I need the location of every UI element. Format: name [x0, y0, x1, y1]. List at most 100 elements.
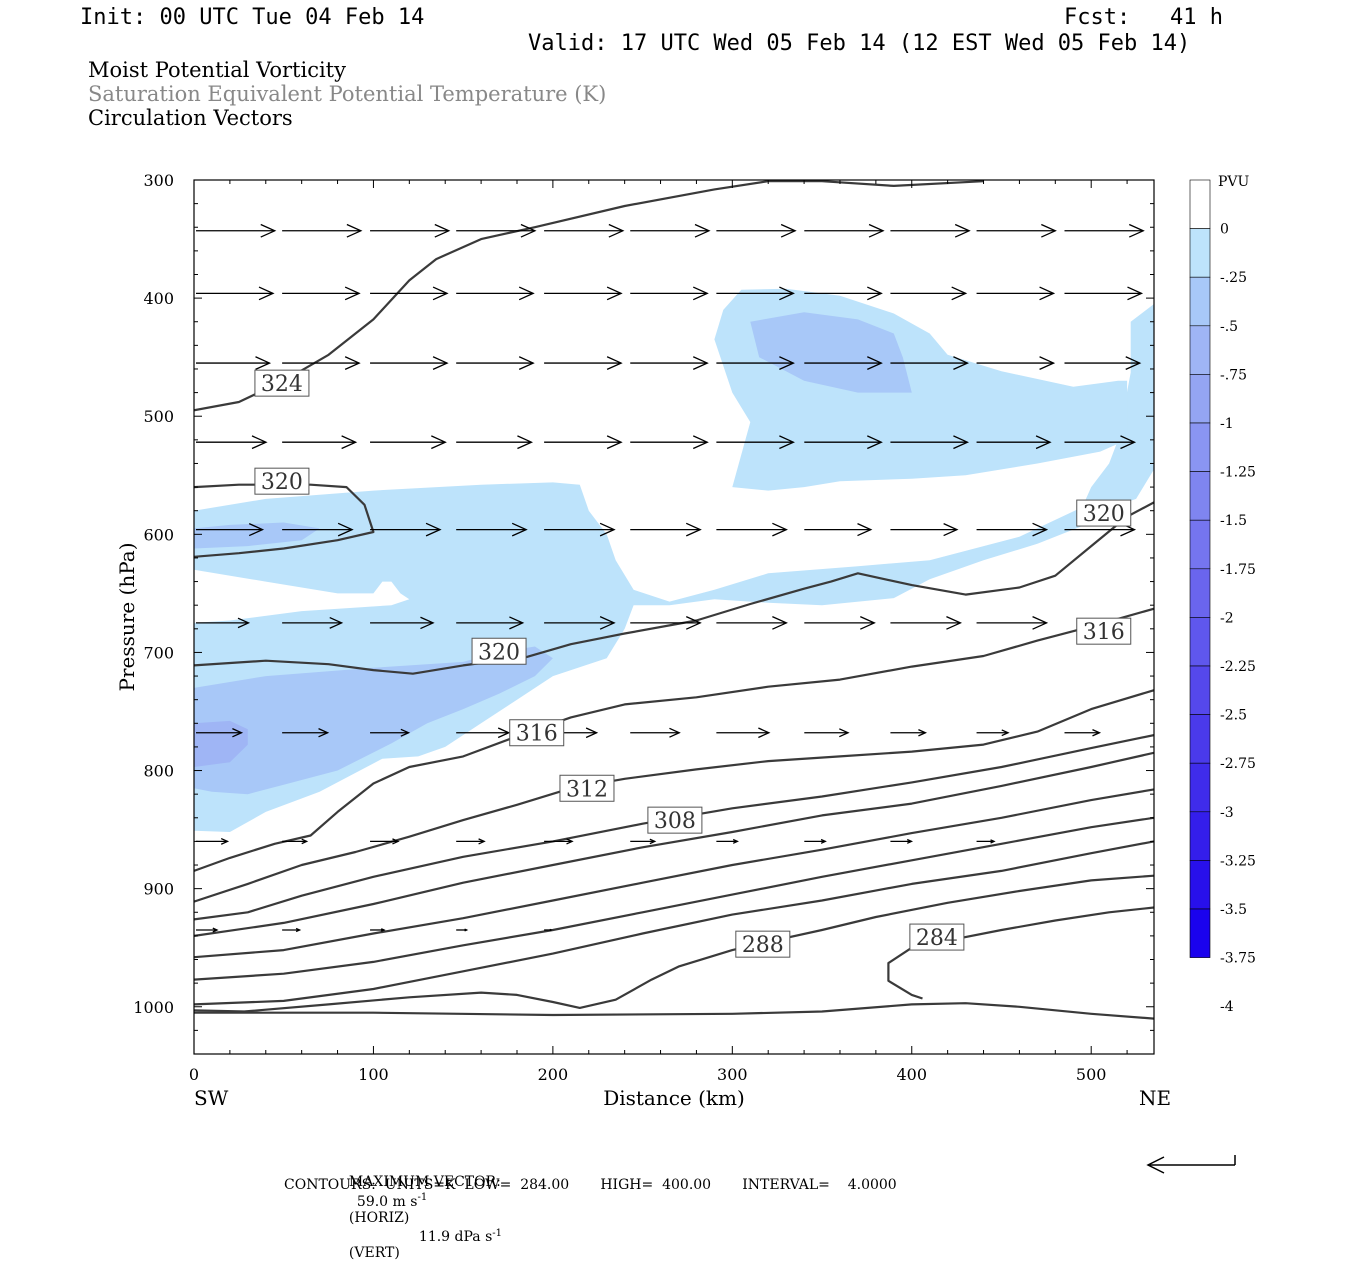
field-label-mpv: Moist Potential Vorticity	[88, 58, 346, 82]
y-tick-label: 400	[143, 289, 174, 308]
circulation-vector	[804, 616, 876, 630]
colorbar-swatch	[1189, 714, 1211, 764]
theta-contour-312	[194, 689, 1154, 903]
circulation-vector	[196, 837, 230, 845]
circulation-vector	[630, 616, 702, 630]
circulation-vector	[976, 839, 996, 844]
svg-text:316: 316	[516, 722, 558, 747]
mpv-fill-region-6	[194, 569, 410, 623]
x-tick-label: 0	[189, 1065, 199, 1084]
circulation-vector	[282, 435, 358, 450]
y-tick-label: 700	[143, 643, 174, 662]
colorbar-swatch	[1189, 325, 1211, 375]
plot-frame	[193, 179, 1155, 1055]
svg-text:320: 320	[261, 470, 303, 495]
circulation-vector	[890, 223, 971, 238]
circulation-vector	[716, 616, 788, 630]
circulation-vector	[716, 727, 771, 739]
circulation-vector	[456, 435, 534, 450]
circulation-vector	[630, 435, 709, 450]
circulation-vector	[1064, 435, 1137, 450]
circulation-vector	[976, 286, 1056, 301]
circulation-vector	[370, 728, 411, 737]
circulation-vector	[196, 356, 272, 370]
circulation-vector	[370, 522, 442, 537]
reference-vector-arrow-icon	[1146, 1155, 1236, 1174]
colorbar-swatch	[1189, 908, 1211, 958]
circulation-vector	[370, 928, 386, 932]
colorbar-swatch	[1189, 811, 1211, 861]
colorbar-level-label: -1.25	[1220, 465, 1256, 481]
circulation-vector	[890, 838, 914, 844]
forecast-hour: Fcst: 41 h	[1064, 5, 1223, 30]
circulation-vector	[456, 928, 469, 932]
circulation-vector	[804, 435, 883, 450]
circulation-vector	[282, 223, 363, 238]
circulation-vector	[976, 522, 1049, 537]
contour-label-320: 320	[254, 467, 310, 495]
max-vector-horiz: 59.0 m s	[356, 1193, 418, 1210]
circulation-vector	[630, 286, 709, 301]
colorbar-unit: PVU	[1218, 174, 1250, 190]
colorbar-level-label: -3.75	[1220, 951, 1256, 967]
circulation-vector	[976, 616, 1049, 630]
contour-label-316: 316	[1076, 617, 1132, 645]
contour-label-316: 316	[509, 719, 565, 747]
circulation-vector	[976, 356, 1056, 370]
circulation-vector	[804, 286, 883, 301]
circulation-vector	[890, 523, 959, 537]
colorbar-level-label: -.25	[1220, 270, 1247, 286]
y-axis-label: Pressure (hPa)	[115, 543, 139, 692]
circulation-vector	[630, 838, 657, 845]
circulation-vector	[456, 356, 535, 370]
colorbar-swatch	[1189, 228, 1211, 278]
circulation-vector	[196, 223, 277, 238]
circulation-vector	[1064, 729, 1102, 737]
theta-contour-300	[194, 788, 1154, 959]
svg-text:320: 320	[1083, 502, 1125, 527]
colorbar-swatch	[1189, 665, 1211, 715]
colorbar-level-label: -1	[1220, 416, 1234, 432]
y-tick-label: 300	[143, 171, 174, 190]
circulation-vector	[804, 838, 827, 844]
max-vector-label: MAXIMUM VECTOR:	[348, 1174, 501, 1190]
circulation-vector	[282, 616, 344, 629]
circulation-vector	[544, 838, 574, 845]
contour-label-284: 284	[909, 923, 965, 951]
theta-contour-296	[194, 816, 1154, 981]
contour-label-312: 312	[559, 774, 615, 802]
colorbar-level-label: -2.25	[1220, 659, 1256, 675]
colorbar-level-label: -2.75	[1220, 756, 1256, 772]
circulation-vector	[804, 523, 873, 537]
svg-text:316: 316	[1083, 620, 1125, 645]
circulation-vector	[630, 727, 681, 738]
circulation-vector	[1064, 286, 1144, 301]
circulation-vector	[544, 435, 623, 450]
contour-label-320: 320	[471, 637, 527, 665]
circulation-vector	[196, 523, 265, 537]
circulation-vector	[630, 356, 709, 370]
circulation-vector	[976, 729, 1010, 737]
colorbar-level-label: -.75	[1220, 367, 1247, 383]
contour-label-308: 308	[647, 806, 703, 834]
circulation-vector	[804, 223, 885, 238]
circulation-vector	[196, 728, 244, 738]
circulation-vector	[456, 727, 511, 739]
circulation-vector	[196, 927, 219, 933]
circulation-vector	[1064, 356, 1142, 370]
colorbar-level-label: -4	[1220, 999, 1234, 1015]
colorbar-level-label: -3	[1220, 805, 1234, 821]
circulation-vector	[456, 838, 486, 845]
svg-text:324: 324	[261, 372, 303, 397]
circulation-vector	[196, 617, 251, 629]
circulation-vector	[544, 616, 616, 630]
circulation-vector	[282, 728, 330, 738]
horiz-unit: (HORIZ)	[348, 1209, 410, 1226]
circulation-vector	[282, 286, 361, 301]
contour-label-288: 288	[735, 930, 791, 958]
circulation-vector	[804, 728, 850, 738]
svg-text:284: 284	[916, 926, 958, 951]
circulation-vector	[544, 928, 553, 932]
theta-contour-284	[194, 1002, 1154, 1020]
circulation-vector	[456, 522, 528, 537]
